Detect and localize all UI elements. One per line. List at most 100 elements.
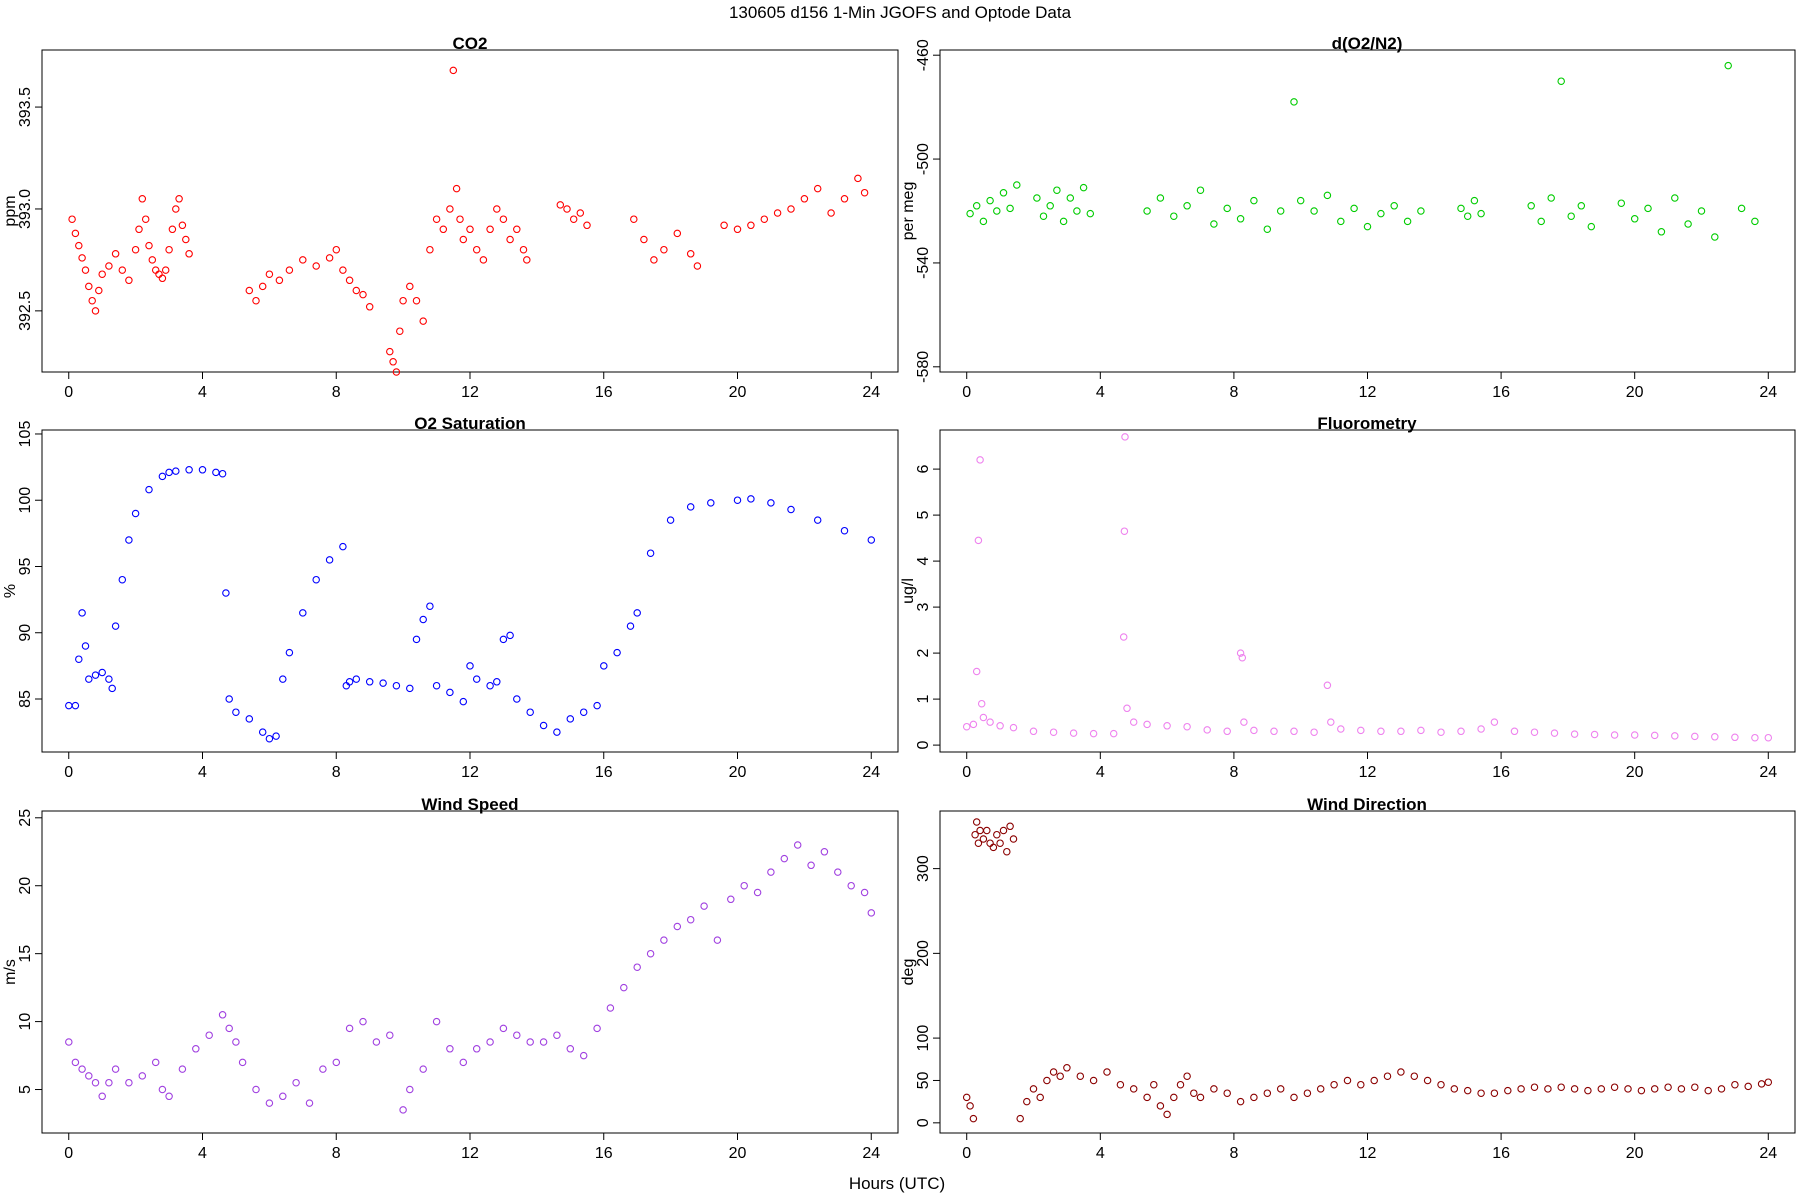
co2-xtick-label: 12 xyxy=(461,384,479,401)
do2n2-point xyxy=(1059,217,1068,226)
co2-point xyxy=(175,195,183,203)
wspd-point xyxy=(847,881,855,890)
do2n2-point xyxy=(1263,225,1272,233)
co2-point xyxy=(135,225,143,234)
wspd-point xyxy=(419,1065,427,1073)
wspd-plot-frame xyxy=(41,810,899,1134)
fluor-point xyxy=(1417,726,1425,735)
do2n2-point xyxy=(1290,98,1298,106)
co2-xtick-label: 4 xyxy=(198,384,207,401)
o2sat-point xyxy=(212,468,220,477)
fluor-xtick-label: 24 xyxy=(1759,764,1777,781)
o2sat-point xyxy=(513,695,521,703)
wspd-point xyxy=(486,1038,494,1046)
co2-point xyxy=(165,245,173,254)
wdir-point xyxy=(1190,1089,1198,1097)
o2sat-point xyxy=(813,516,822,524)
fluor-point xyxy=(1477,725,1485,733)
co2-point xyxy=(345,276,354,285)
fluor-point xyxy=(1203,726,1211,734)
co2-point xyxy=(523,256,531,264)
co2-point xyxy=(733,225,742,234)
do2n2-point xyxy=(1587,222,1596,231)
o2sat-point xyxy=(472,675,481,683)
fluor-point xyxy=(1650,731,1659,740)
o2sat-point xyxy=(747,495,755,503)
wspd-point xyxy=(472,1045,481,1053)
wspd-point xyxy=(673,922,682,931)
wdir-point xyxy=(1089,1076,1098,1085)
fluor-point xyxy=(1377,727,1385,736)
wdir-point xyxy=(1103,1068,1111,1076)
co2-point xyxy=(486,225,494,234)
co2-point xyxy=(185,250,193,258)
o2sat-xtick-label: 0 xyxy=(64,764,73,781)
fluor-point xyxy=(1731,733,1739,742)
o2sat-point xyxy=(118,575,127,584)
co2-point xyxy=(650,256,658,264)
wdir-xtick-label: 24 xyxy=(1759,1145,1777,1162)
do2n2-point xyxy=(1477,209,1485,218)
wdir-point xyxy=(1664,1083,1672,1091)
o2sat-point xyxy=(867,536,876,544)
wdir-point xyxy=(1764,1078,1773,1086)
do2n2-point xyxy=(1196,186,1205,194)
fluor-point xyxy=(1250,726,1258,735)
wdir-point xyxy=(1143,1093,1151,1102)
co2-point xyxy=(155,270,163,278)
wdir-point xyxy=(1263,1089,1272,1097)
do2n2-point xyxy=(979,217,988,226)
o2sat-ytick-label: 95 xyxy=(17,558,34,576)
fluor-point xyxy=(1238,653,1247,662)
wdir-point xyxy=(1744,1082,1752,1091)
co2-point xyxy=(720,221,728,230)
wspd-xtick-label: 0 xyxy=(64,1145,73,1162)
fluor-ytick-label: 4 xyxy=(915,557,932,566)
wdir-point xyxy=(1731,1080,1739,1089)
fluor-point xyxy=(1397,727,1405,736)
fluor-ytick-label: 0 xyxy=(915,741,932,750)
do2n2-point xyxy=(986,196,994,205)
do2n2-point xyxy=(1684,220,1692,228)
wspd-point xyxy=(860,888,869,897)
fluor-point xyxy=(1236,649,1245,657)
co2-point xyxy=(640,235,648,244)
co2-point xyxy=(569,215,578,223)
fluor-point xyxy=(1550,729,1559,737)
o2sat-point xyxy=(225,695,233,703)
wdir-point xyxy=(1163,1110,1171,1119)
do2n2-point xyxy=(1250,196,1258,205)
wspd-point xyxy=(713,936,722,944)
fluor-point xyxy=(1751,733,1759,742)
wdir-point xyxy=(972,818,981,826)
wdir-point xyxy=(1063,1064,1071,1072)
wdir-point xyxy=(1006,822,1014,831)
do2n2-xtick-label: 20 xyxy=(1626,384,1644,401)
fluor-point xyxy=(1129,718,1138,726)
o2sat-point xyxy=(392,681,401,690)
o2sat-plot-frame xyxy=(41,429,899,753)
o2sat-point xyxy=(406,684,414,693)
wspd-point xyxy=(205,1031,213,1039)
o2sat-point xyxy=(65,701,73,710)
fluor-point xyxy=(1764,733,1773,742)
o2sat-point xyxy=(566,715,575,723)
o2sat-point xyxy=(499,635,508,644)
o2sat-xtick-label: 12 xyxy=(461,764,479,781)
co2-point xyxy=(406,282,414,291)
co2-point xyxy=(81,266,90,274)
co2-point xyxy=(693,262,702,270)
do2n2-point xyxy=(1310,207,1318,215)
wspd-point xyxy=(513,1031,521,1039)
o2sat-point xyxy=(71,701,80,710)
do2n2-point xyxy=(1617,199,1626,207)
wdir-point xyxy=(1757,1080,1766,1088)
wspd-point xyxy=(158,1085,167,1094)
fluor-point xyxy=(1029,727,1038,736)
wdir-point xyxy=(1276,1085,1285,1093)
o2sat-point xyxy=(158,472,167,481)
wspd-point xyxy=(218,1011,227,1019)
co2-point xyxy=(686,250,695,258)
o2sat-point xyxy=(666,516,675,524)
o2sat-ytick-label: 105 xyxy=(17,421,34,448)
